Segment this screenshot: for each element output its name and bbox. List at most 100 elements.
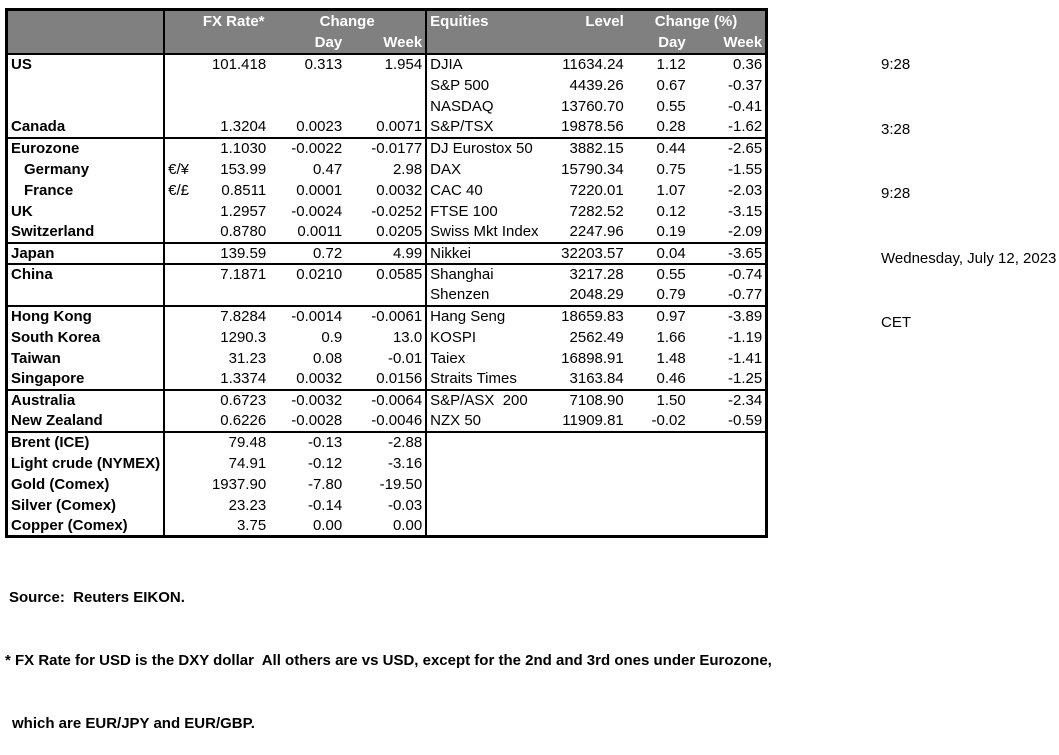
table-row: UK 1.2957 -0.0024 -0.0252 FTSE 100 7282.52 0.1… (6, 200, 767, 222)
equity-level-cell: 7220.01 (569, 181, 624, 199)
equity-name-cell: Shenzen (426, 284, 559, 307)
equity-week-change-cell: -2.34 (728, 392, 763, 409)
fx-day-change-cell: 0.08 (312, 349, 343, 367)
fx-day-header: Day (269, 31, 346, 54)
fx-day-change-cell: 0.0011 (269, 221, 346, 244)
equity-name-cell: Hang Seng (430, 308, 506, 325)
equity-day-change-cell (627, 495, 689, 516)
currency-pair-cell (164, 390, 198, 411)
fx-week-change-cell: 0.0071 (345, 116, 428, 139)
fx-rate-cell: 1.3204 (198, 116, 270, 139)
fx-day-change-cell: -0.0032 (291, 392, 343, 409)
fx-rate-cell: 1.2957 (220, 202, 267, 220)
table-row: Canada 1.3204 0.0023 0.0071 S&P/TSX 19878.56 0… (6, 116, 767, 139)
fx-rate-cell: 23.23 (228, 496, 267, 514)
row-label-cell: Light crude (NYMEX) (6, 452, 166, 474)
equity-week-change-cell: -1.25 (688, 368, 767, 391)
currency-pair-cell (164, 348, 198, 369)
equity-week-change-cell: -1.55 (728, 160, 763, 178)
fx-week-change-cell: -19.50 (345, 473, 428, 495)
table-row: South Korea 1290.3 0.9 13.0 KOSPI 2562.49 1.66… (6, 326, 767, 348)
equity-name-cell (426, 453, 558, 474)
table-row: Australia 0.6723 -0.0032 -0.0064 S&P/ASX 200… (6, 389, 767, 411)
market-data-table: FX Rate* Change Equities Level Change (%… (5, 8, 769, 538)
header-blank-cell (426, 31, 559, 54)
equity-week-header: Week (688, 31, 767, 54)
currency-pair-cell (164, 138, 198, 159)
equity-week-change-cell: -0.77 (688, 284, 767, 307)
equities-header: Equities (426, 9, 559, 32)
equity-week-change-cell: -1.41 (728, 349, 763, 367)
currency-pair-cell (164, 116, 199, 139)
row-label-cell: Singapore (6, 368, 166, 391)
equity-day-change-cell: 0.19 (626, 221, 689, 244)
table-row: Hong Kong 7.8284 -0.0014 -0.0061 Hang Seng 18… (6, 305, 767, 327)
equity-name-cell: Swiss Mkt Index (426, 221, 559, 244)
fx-day-change-cell: -0.0014 (291, 308, 343, 325)
equity-level-cell (558, 432, 627, 453)
equity-week-change-cell: -0.59 (688, 410, 767, 433)
fx-week-change-cell: -0.01 (345, 347, 428, 369)
table-row: New Zealand 0.6226 -0.0028 -0.0046 NZX 50 119… (6, 410, 767, 433)
currency-pair-cell (164, 96, 198, 117)
row-label-cell: China (6, 263, 166, 285)
equity-level-cell: 7108.90 (569, 392, 624, 409)
equity-level-cell: 15790.34 (561, 160, 624, 178)
row-label-cell: US (6, 53, 166, 75)
fx-rate-cell: 7.8284 (220, 308, 267, 325)
source-note: Source: Reuters EIKON. (9, 589, 185, 606)
equity-week-change-cell (689, 495, 767, 516)
equity-level-cell: 4439.26 (569, 76, 624, 94)
fx-rate-cell (198, 284, 270, 307)
equity-week-change-cell (689, 432, 767, 453)
equity-week-change-cell (689, 516, 767, 537)
fx-day-change-cell: 0.72 (269, 242, 346, 265)
fx-day-change-cell: 0.0210 (296, 266, 343, 283)
equity-day-change-cell: 0.55 (656, 97, 686, 115)
currency-pair-cell (164, 54, 198, 75)
equity-level-cell (558, 495, 627, 516)
table-header: FX Rate* Change Equities Level Change (%… (6, 9, 767, 54)
equity-week-change-cell (689, 474, 767, 495)
equity-level-cell: 2048.29 (558, 284, 627, 307)
fx-week-change-cell (345, 284, 428, 307)
equity-day-change-cell (627, 432, 689, 453)
fx-rate-cell: 74.91 (228, 454, 267, 472)
equity-day-change-cell: 0.28 (626, 116, 689, 139)
equity-change-pct-header: Change (%) (626, 9, 767, 32)
equity-level-cell: 18659.83 (561, 308, 624, 325)
equity-week-change-cell: -1.19 (728, 328, 763, 346)
fx-day-change-cell (269, 284, 346, 307)
row-label-cell: South Korea (6, 326, 166, 348)
row-label-cell: Silver (Comex) (6, 494, 166, 516)
equity-day-change-cell (627, 474, 689, 495)
currency-pair-cell: €/£ (168, 181, 190, 199)
time-line: 9:28 (881, 56, 911, 73)
table-row: Germany €/¥ 153.99 0.47 2.98 DAX 15790.34 0.75 -… (6, 158, 767, 180)
fx-week-change-cell: -2.88 (345, 431, 428, 453)
fx-week-change-cell: -0.0061 (345, 305, 428, 327)
equity-day-change-cell: -0.02 (626, 410, 689, 433)
header-blank-cell (558, 31, 627, 54)
fx-week-change-cell: -0.03 (345, 494, 428, 516)
equity-day-change-cell: 1.48 (656, 349, 686, 367)
equity-day-change-cell: 0.55 (656, 266, 686, 283)
equity-level-cell (558, 516, 627, 537)
timestamp-block: 9:28 3:28 9:28 Wednesday, July 12, 2023 … (881, 11, 1056, 355)
equity-day-change-cell: 0.79 (626, 284, 689, 307)
equity-day-change-cell: 1.50 (656, 392, 686, 409)
fx-week-change-cell: 1.954 (345, 53, 428, 75)
row-label-cell: Copper (Comex) (6, 515, 166, 537)
equity-level-cell: 11634.24 (562, 56, 624, 73)
fx-week-change-cell: -0.0177 (345, 137, 428, 159)
fx-week-change-cell: -0.0064 (345, 389, 428, 411)
header-blank-cell (164, 31, 199, 54)
row-label-cell: Canada (6, 116, 166, 139)
equity-level-cell: 3882.15 (569, 140, 624, 157)
fx-rate-cell: 0.6226 (198, 410, 270, 433)
currency-pair-cell (164, 75, 198, 96)
row-label-cell: Hong Kong (6, 305, 166, 327)
fx-day-change-cell (269, 75, 345, 96)
currency-pair-cell (164, 495, 198, 516)
equity-day-change-cell (627, 516, 689, 537)
